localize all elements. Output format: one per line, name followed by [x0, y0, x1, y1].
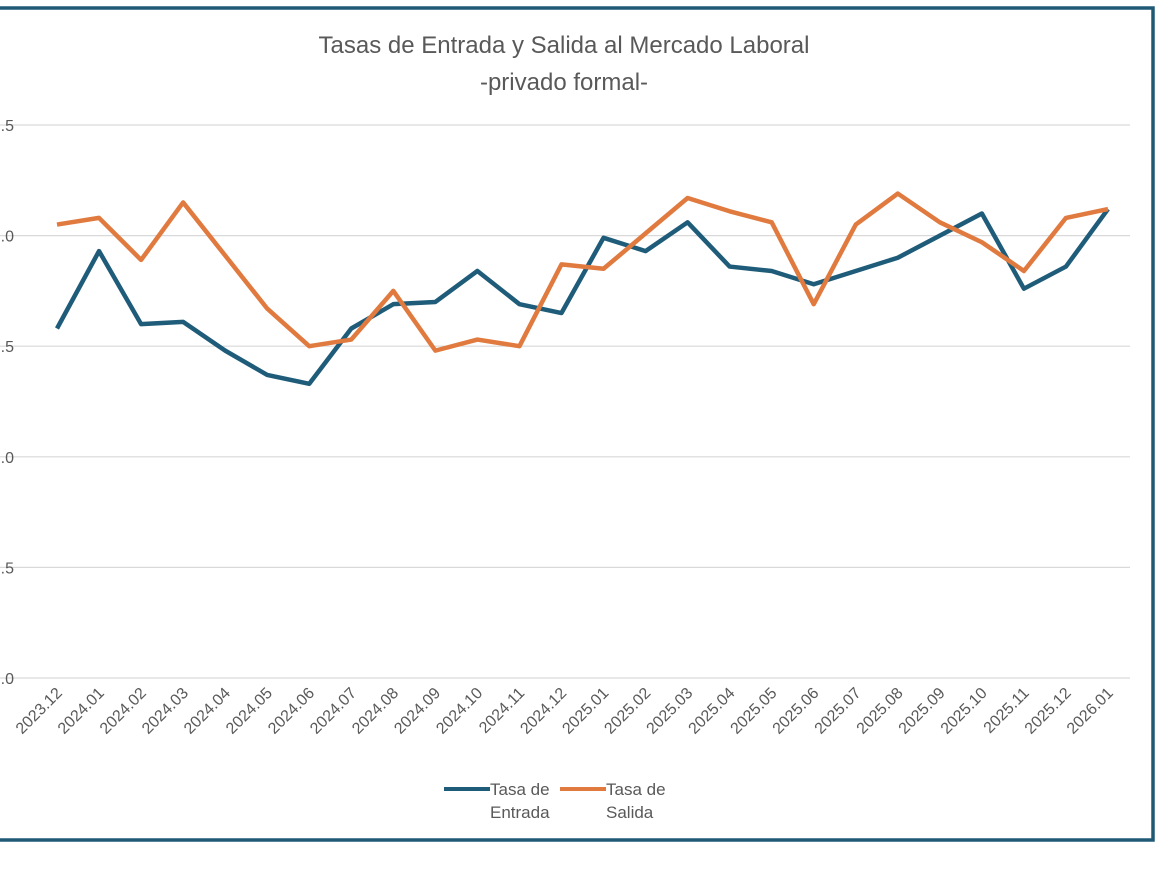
y-tick-label: 0.5 — [0, 560, 14, 577]
legend: Tasa de Entrada Tasa de Salida — [444, 778, 676, 824]
y-tick-label: 1.0 — [0, 450, 14, 467]
legend-label: Tasa de Entrada — [490, 780, 550, 822]
legend-swatch — [560, 787, 606, 791]
chart-title: Tasas de Entrada y Salida al Mercado Lab… — [319, 32, 810, 59]
x-tick-label: 2024.10 — [433, 685, 486, 738]
y-tick-label: 2.0 — [0, 229, 14, 246]
legend-swatch — [444, 787, 490, 791]
chart-frame — [0, 6, 1155, 842]
x-tick-label: 2026.01 — [1064, 685, 1117, 738]
y-tick-label: 1.5 — [0, 339, 14, 356]
x-tick-label: 2025.10 — [938, 685, 991, 738]
y-tick-label: 2.5 — [0, 118, 14, 135]
series-line — [56, 191, 1109, 353]
series-line — [55, 207, 1110, 387]
chart-subtitle: -privado formal- — [480, 69, 648, 96]
legend-label: Tasa de Salida — [606, 780, 666, 822]
y-tick-label: 0.0 — [0, 671, 14, 688]
